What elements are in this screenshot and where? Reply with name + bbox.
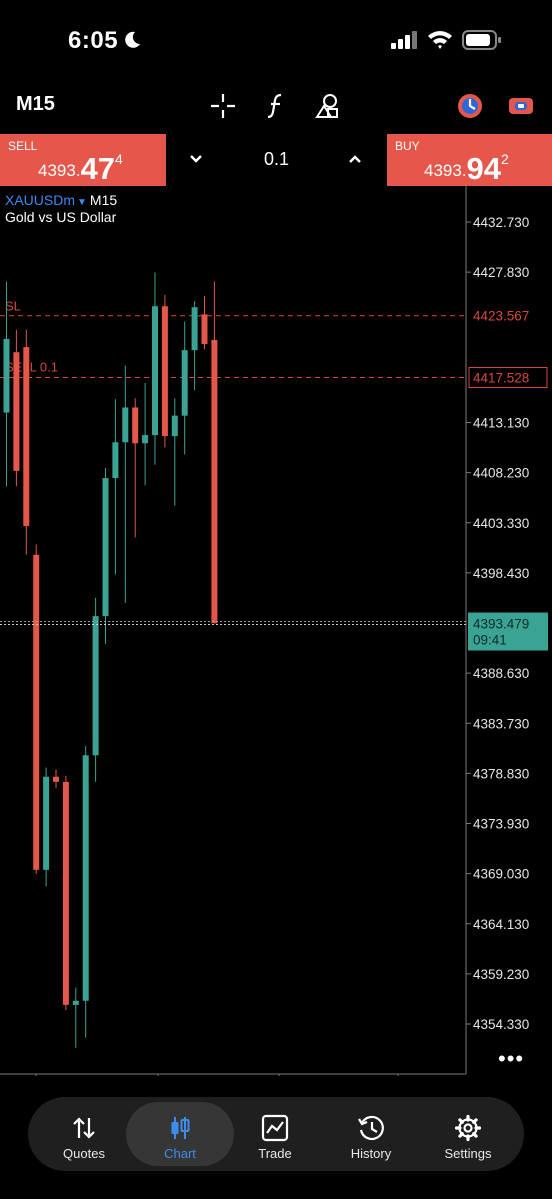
current-price-label: 4393.479	[473, 617, 529, 632]
y-tick-label: 4359.230	[473, 967, 529, 982]
candle-body	[33, 554, 40, 870]
candle-body	[142, 435, 149, 444]
candle-body	[43, 776, 50, 870]
wifi-icon	[428, 31, 452, 49]
battery-icon	[462, 30, 501, 50]
gear-icon	[454, 1114, 482, 1142]
trade-chart-icon	[261, 1114, 289, 1142]
candle-countdown-label: 09:41	[473, 633, 507, 648]
y-tick-label: 4413.130	[473, 416, 529, 431]
candle-body	[181, 350, 188, 416]
position-price-label: 4417.528	[473, 371, 529, 386]
moon-icon	[125, 31, 140, 48]
candle-body	[72, 1000, 79, 1005]
y-tick-label: 4364.130	[473, 917, 529, 932]
sell-button[interactable]: SELL 4393.474	[0, 134, 166, 186]
nav-settings-label: Settings	[444, 1146, 492, 1161]
buy-price-big: 94	[466, 151, 502, 186]
indicators-icon[interactable]	[263, 92, 291, 120]
chevron-down-icon[interactable]	[187, 150, 205, 168]
buy-price-main: 4393.	[424, 161, 467, 180]
buy-label: BUY	[395, 139, 420, 153]
chart-canvas[interactable]: 4432.730 4427.830 4413.130 4408.230 4403.330…	[0, 186, 552, 1076]
sell-price-sup: 4	[115, 151, 123, 167]
one-click-trading-icon[interactable]	[456, 92, 484, 120]
candle-body	[201, 314, 208, 345]
arrows-updown-icon	[73, 1117, 95, 1139]
y-tick-label: 4388.630	[473, 666, 529, 681]
timeframe-button[interactable]: M15	[16, 93, 55, 115]
buy-button[interactable]: BUY 4393.942	[387, 134, 552, 186]
buy-price: 4393.942	[424, 148, 509, 186]
candle-body	[62, 781, 69, 1005]
nav-history[interactable]: History	[317, 1102, 425, 1166]
nav-trade[interactable]: Trade	[221, 1102, 329, 1166]
y-tick-label: 4403.330	[473, 516, 529, 531]
candle-body	[13, 352, 20, 471]
y-tick-label: 4378.830	[473, 766, 529, 781]
sell-price: 4393.474	[38, 148, 123, 186]
candle-body	[3, 338, 10, 413]
candle-body	[191, 307, 198, 351]
nav-chart[interactable]: Chart	[126, 1102, 234, 1166]
candle-body	[132, 407, 139, 444]
candle-body	[152, 306, 158, 436]
buy-price-sup: 2	[501, 151, 509, 167]
trade-panel-icon[interactable]	[507, 92, 535, 120]
y-tick-label: 4408.230	[473, 466, 529, 481]
nav-quotes[interactable]: Quotes	[30, 1102, 138, 1166]
crosshair-icon[interactable]	[209, 92, 237, 120]
objects-icon[interactable]	[314, 92, 342, 120]
lot-selector: 0.1	[166, 134, 387, 186]
history-clock-icon	[358, 1115, 384, 1141]
y-tick-label: 4383.730	[473, 716, 529, 731]
nav-chart-label: Chart	[164, 1146, 196, 1161]
price-chart[interactable]: 4432.730 4427.830 4413.130 4408.230 4403.330…	[0, 186, 552, 1076]
sell-label: SELL	[8, 139, 38, 153]
nav-settings[interactable]: Settings	[414, 1102, 522, 1166]
y-tick-label: 4432.730	[473, 215, 529, 230]
sell-price-main: 4393.	[38, 161, 81, 180]
candle-body	[82, 755, 89, 1001]
candle-body	[211, 339, 218, 624]
chart-toolbar: M15	[0, 82, 552, 130]
position-label: SELL 0.1	[5, 360, 58, 375]
chart-timeframe: M15	[89, 192, 118, 208]
sell-price-big: 47	[80, 151, 116, 186]
candle-body	[23, 347, 30, 527]
triangle-down-icon[interactable]: ▼	[77, 197, 87, 208]
lot-value[interactable]: 0.1	[263, 149, 290, 169]
status-bar: 6:05	[0, 0, 552, 80]
candlestick-icon	[171, 1117, 190, 1139]
y-tick-label: 4398.430	[473, 566, 529, 581]
candle-body	[161, 306, 168, 437]
bottom-navigation: Quotes Chart Trade History	[28, 1097, 524, 1171]
nav-trade-label: Trade	[258, 1146, 292, 1161]
chart-symbol[interactable]: XAUUSDm	[5, 192, 76, 208]
candle-body	[92, 616, 99, 756]
nav-history-label: History	[350, 1146, 392, 1161]
one-click-trade-bar: SELL 4393.474 0.1 BUY 4393.942	[0, 134, 552, 186]
y-tick-label: 4373.930	[473, 817, 529, 832]
y-tick-label: 4427.830	[473, 265, 529, 280]
cellular-signal-icon	[391, 31, 417, 49]
more-dots-icon[interactable]: •••	[498, 1046, 525, 1071]
y-tick-label: 4354.330	[473, 1017, 529, 1032]
chart-symbol-line: XAUUSDm ▼ M15	[5, 192, 117, 208]
candle-body	[122, 407, 129, 443]
candle-body	[171, 415, 178, 437]
sl-price-label: 4423.567	[473, 309, 529, 324]
candle-body	[102, 478, 109, 617]
chart-symbol-description: Gold vs US Dollar	[5, 209, 117, 225]
chevron-up-icon[interactable]	[346, 150, 364, 168]
position-price-box	[468, 367, 548, 389]
candle-body	[53, 776, 59, 782]
candle-body	[112, 442, 119, 479]
current-price-box	[468, 612, 548, 651]
nav-quotes-label: Quotes	[63, 1146, 105, 1161]
sl-label: SL	[5, 299, 21, 314]
status-time: 6:05	[68, 27, 119, 54]
y-tick-label: 4369.030	[473, 867, 529, 882]
